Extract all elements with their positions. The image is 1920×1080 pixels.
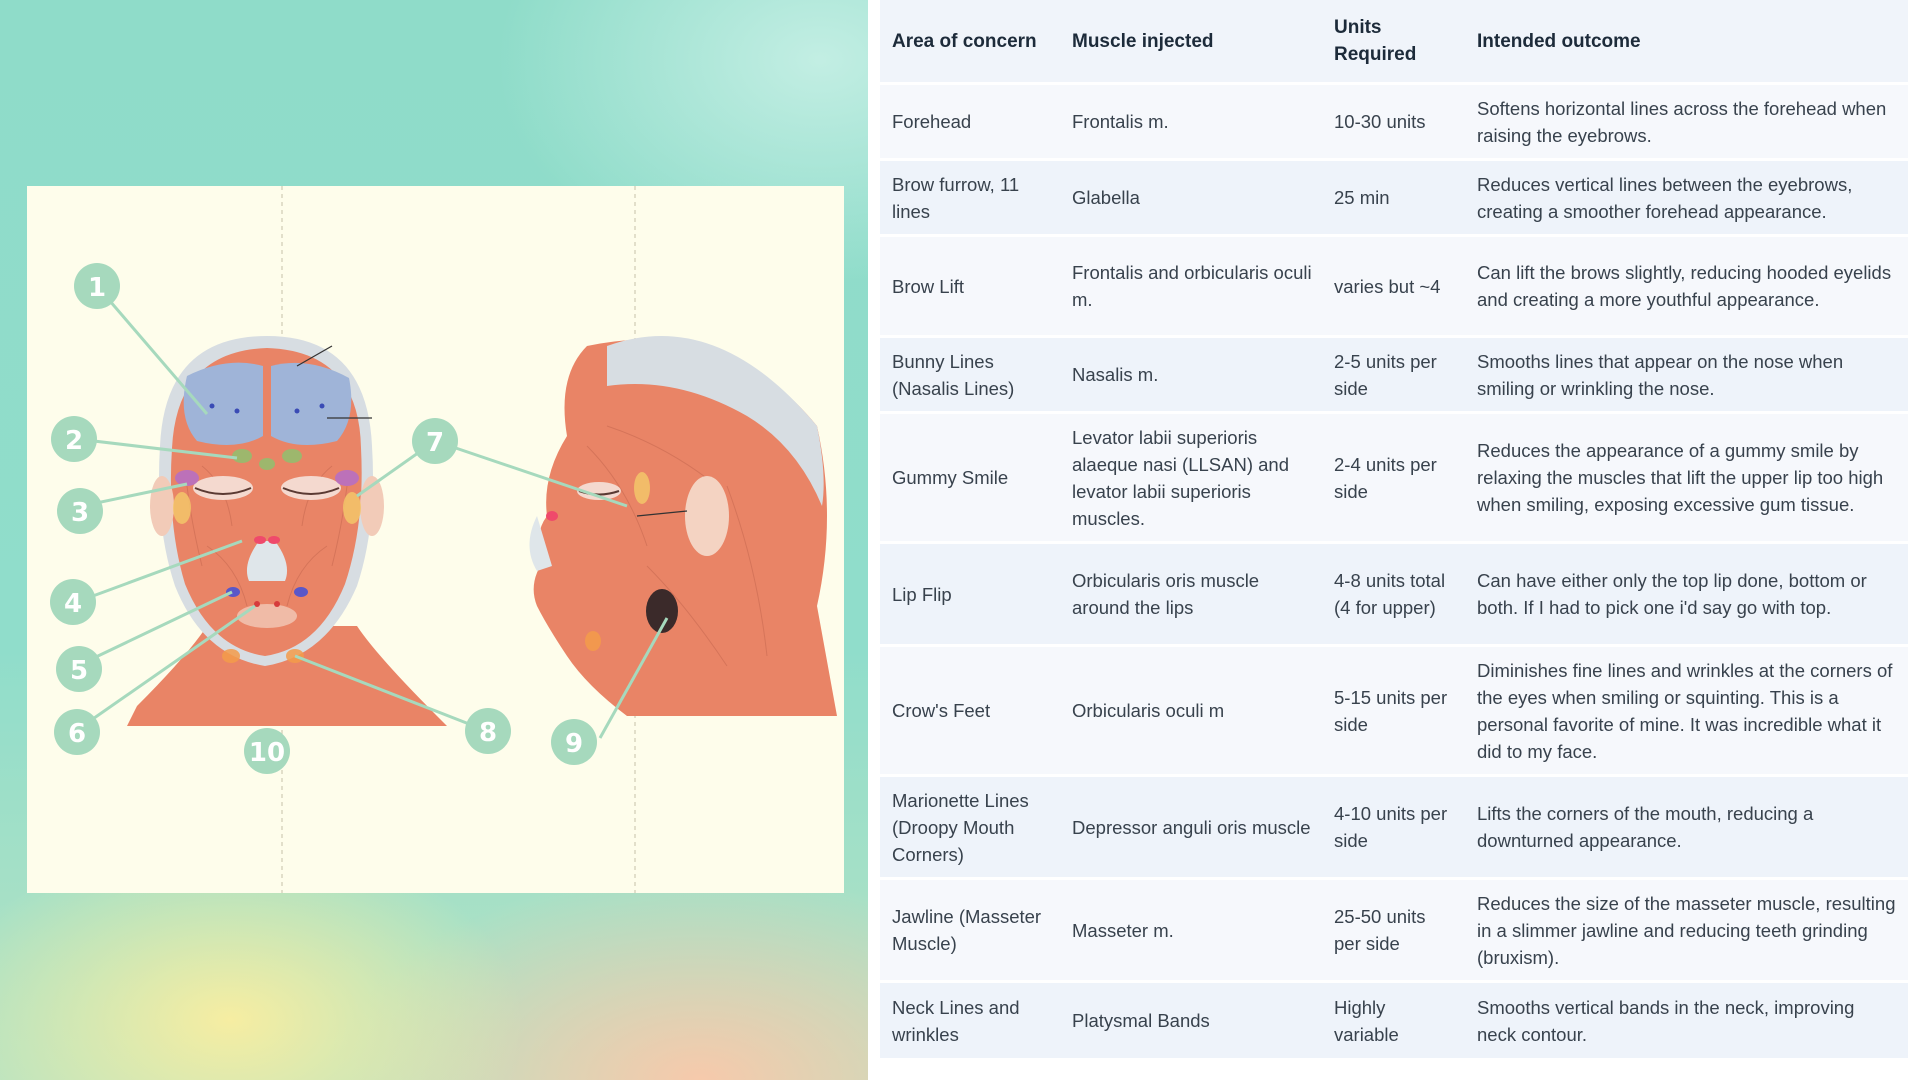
marker-1: 1 <box>74 263 120 309</box>
marker-5: 5 <box>56 646 102 692</box>
cell-muscle: Platysmal Bands <box>1060 980 1322 1058</box>
cell-muscle: Masseter m. <box>1060 877 1322 980</box>
cell-muscle: Nasalis m. <box>1060 335 1322 411</box>
cell-area: Bunny Lines (Nasalis Lines) <box>880 335 1060 411</box>
cell-outcome: Reduces the appearance of a gummy smile … <box>1465 411 1908 541</box>
cell-outcome: Diminishes fine lines and wrinkles at th… <box>1465 644 1908 774</box>
svg-text:8: 8 <box>479 718 497 748</box>
header-muscle: Muscle injected <box>1060 0 1322 82</box>
svg-text:1: 1 <box>88 273 106 303</box>
marker-10: 10 <box>244 728 290 774</box>
header-area: Area of concern <box>880 0 1060 82</box>
cell-units: 4-10 units per side <box>1322 774 1465 877</box>
left-background-panel: 1 2 3 4 5 6 7 8 9 10 <box>0 0 868 1080</box>
cell-outcome: Smooths vertical bands in the neck, impr… <box>1465 980 1908 1058</box>
table-row: Neck Lines and wrinkles Platysmal Bands … <box>880 980 1908 1058</box>
table-row: Forehead Frontalis m. 10-30 units Soften… <box>880 82 1908 158</box>
header-units: Units Required <box>1322 0 1465 82</box>
header-outcome: Intended outcome <box>1465 0 1908 82</box>
svg-text:3: 3 <box>71 498 89 528</box>
cell-units: 5-15 units per side <box>1322 644 1465 774</box>
botox-treatment-table: Area of concern Muscle injected Units Re… <box>880 0 1908 1058</box>
marker-9: 9 <box>551 719 597 765</box>
cell-units: 2-4 units per side <box>1322 411 1465 541</box>
marker-3: 3 <box>57 488 103 534</box>
cell-area: Jawline (Masseter Muscle) <box>880 877 1060 980</box>
cell-outcome: Reduces the size of the masseter muscle,… <box>1465 877 1908 980</box>
bottom-strip <box>880 1066 1910 1080</box>
cell-area: Gummy Smile <box>880 411 1060 541</box>
svg-text:9: 9 <box>565 729 583 759</box>
table-row: Brow Lift Frontalis and orbicularis ocul… <box>880 234 1908 335</box>
cell-muscle: Frontalis m. <box>1060 82 1322 158</box>
cell-outcome: Lifts the corners of the mouth, reducing… <box>1465 774 1908 877</box>
cell-units: varies but ~4 <box>1322 234 1465 335</box>
marker-7: 7 <box>412 418 458 464</box>
cell-outcome: Smooths lines that appear on the nose wh… <box>1465 335 1908 411</box>
cell-units: 2-5 units per side <box>1322 335 1465 411</box>
table-row: Crow's Feet Orbicularis oculi m 5-15 uni… <box>880 644 1908 774</box>
cell-area: Brow furrow, 11 lines <box>880 158 1060 234</box>
cell-units: 10-30 units <box>1322 82 1465 158</box>
table-header-row: Area of concern Muscle injected Units Re… <box>880 0 1908 82</box>
table-row: Lip Flip Orbicularis oris muscle around … <box>880 541 1908 644</box>
cell-area: Marionette Lines (Droopy Mouth Corners) <box>880 774 1060 877</box>
cell-muscle: Depressor anguli oris muscle <box>1060 774 1322 877</box>
cell-units: 4-8 units total (4 for upper) <box>1322 541 1465 644</box>
cell-outcome: Softens horizontal lines across the fore… <box>1465 82 1908 158</box>
cell-muscle: Orbicularis oris muscle around the lips <box>1060 541 1322 644</box>
cell-muscle: Glabella <box>1060 158 1322 234</box>
cell-outcome: Can have either only the top lip done, b… <box>1465 541 1908 644</box>
cell-area: Crow's Feet <box>880 644 1060 774</box>
facial-anatomy-illustration: 1 2 3 4 5 6 7 8 9 10 <box>27 186 844 893</box>
marker-8: 8 <box>465 708 511 754</box>
cell-muscle: Frontalis and orbicularis oculi m. <box>1060 234 1322 335</box>
marker-2: 2 <box>51 416 97 462</box>
marker-6: 6 <box>54 709 100 755</box>
svg-text:2: 2 <box>65 426 83 456</box>
cell-units: Highly variable <box>1322 980 1465 1058</box>
svg-text:6: 6 <box>68 719 86 749</box>
table-row: Gummy Smile Levator labii superioris ala… <box>880 411 1908 541</box>
side-face-diagram <box>434 336 837 739</box>
cell-area: Neck Lines and wrinkles <box>880 980 1060 1058</box>
cell-area: Lip Flip <box>880 541 1060 644</box>
cell-area: Brow Lift <box>880 234 1060 335</box>
table-row: Bunny Lines (Nasalis Lines) Nasalis m. 2… <box>880 335 1908 411</box>
cell-muscle: Levator labii superioris alaeque nasi (L… <box>1060 411 1322 541</box>
svg-text:4: 4 <box>64 589 82 619</box>
cell-units: 25 min <box>1322 158 1465 234</box>
table-row: Marionette Lines (Droopy Mouth Corners) … <box>880 774 1908 877</box>
cell-outcome: Can lift the brows slightly, reducing ho… <box>1465 234 1908 335</box>
svg-text:7: 7 <box>426 428 444 458</box>
table-row: Jawline (Masseter Muscle) Masseter m. 25… <box>880 877 1908 980</box>
svg-text:10: 10 <box>249 738 285 768</box>
cell-units: 25-50 units per side <box>1322 877 1465 980</box>
front-face-diagram <box>76 285 488 733</box>
svg-text:5: 5 <box>70 656 88 686</box>
marker-4: 4 <box>50 579 96 625</box>
cell-outcome: Reduces vertical lines between the eyebr… <box>1465 158 1908 234</box>
cell-muscle: Orbicularis oculi m <box>1060 644 1322 774</box>
botox-table-panel: Area of concern Muscle injected Units Re… <box>880 0 1910 1080</box>
table-row: Brow furrow, 11 lines Glabella 25 min Re… <box>880 158 1908 234</box>
cell-area: Forehead <box>880 82 1060 158</box>
